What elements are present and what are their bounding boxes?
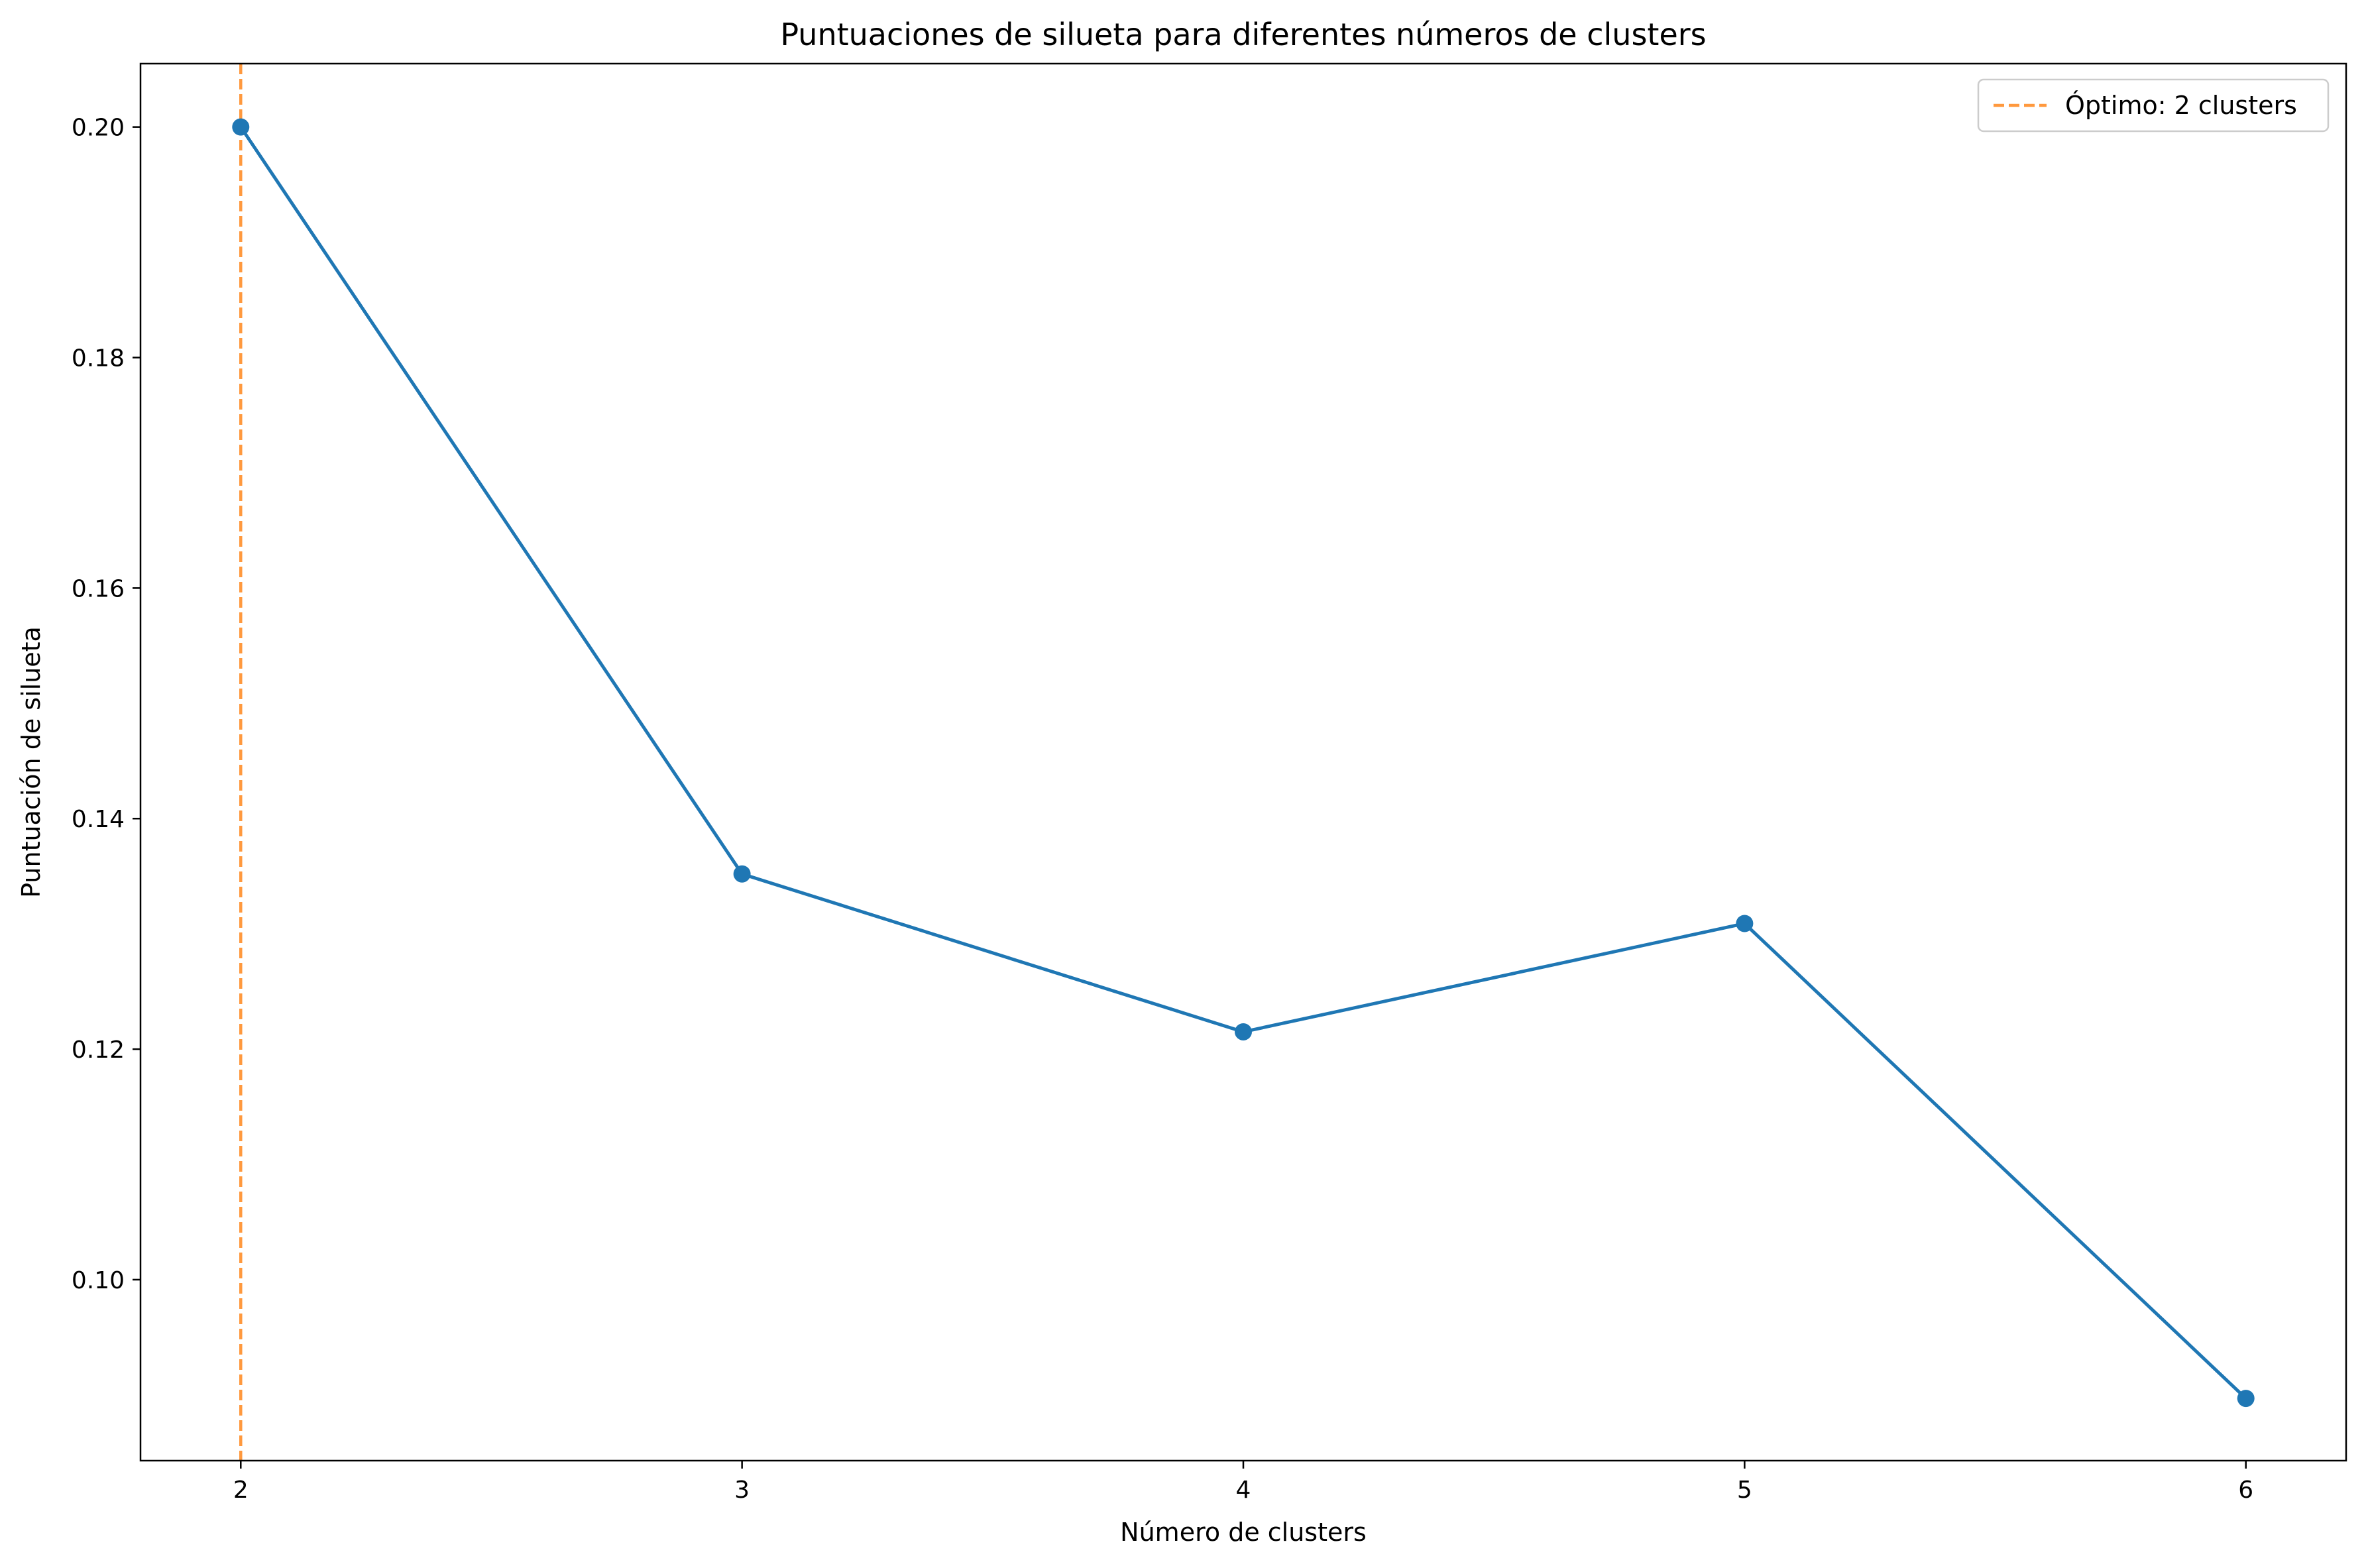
data-point: [232, 118, 250, 136]
y-tick-label: 0.14: [72, 806, 125, 833]
x-tick-label: 2: [233, 1477, 249, 1504]
legend-box: [1977, 78, 2330, 133]
x-tick-label: 3: [734, 1477, 750, 1504]
y-tick-label: 0.12: [72, 1036, 125, 1064]
y-axis-label: Puntuación de silueta: [17, 626, 46, 898]
data-point: [2237, 1390, 2255, 1408]
y-tick-label: 0.10: [72, 1267, 125, 1294]
data-point: [733, 865, 751, 883]
x-tick-label: 4: [1236, 1477, 1251, 1504]
y-axis: 0.10 0.12 0.14 0.16 0.18 0.20: [72, 115, 141, 1294]
legend-label-optimum: Óptimo: 2 clusters: [2065, 91, 2297, 120]
x-tick-label: 6: [2238, 1477, 2253, 1504]
data-point: [1235, 1023, 1252, 1040]
chart-title: Puntuaciones de silueta para diferentes …: [780, 17, 1706, 52]
x-axis-label: Número de clusters: [1120, 1518, 1367, 1547]
data-point: [1736, 915, 1754, 932]
y-tick-label: 0.18: [72, 345, 125, 372]
legend: Óptimo: 2 clusters: [1977, 78, 2330, 133]
plot-area: [232, 64, 2255, 1461]
y-tick-label: 0.20: [72, 115, 125, 142]
x-tick-label: 5: [1737, 1477, 1752, 1504]
y-tick-label: 0.16: [72, 575, 125, 602]
x-axis: 2 3 4 5 6: [233, 1461, 2253, 1504]
